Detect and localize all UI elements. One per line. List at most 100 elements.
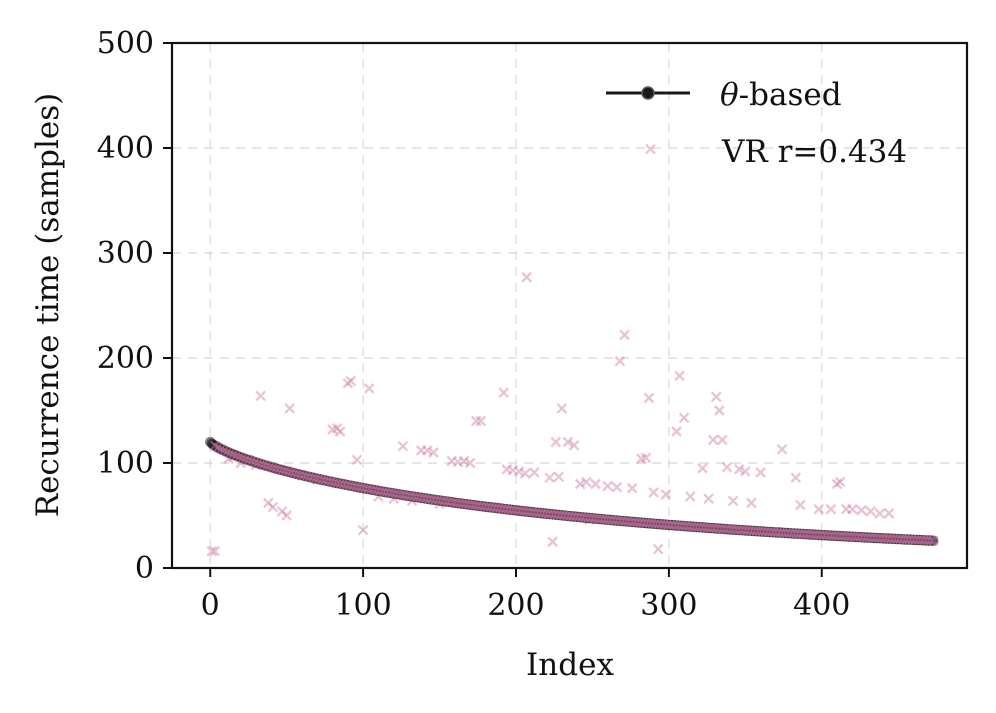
x-tick-label: 400 — [793, 588, 850, 623]
vr-point — [660, 489, 672, 500]
vr-point — [795, 499, 806, 511]
vr-point — [357, 524, 369, 536]
vr-point — [733, 463, 745, 475]
legend-vr-label: VR r=0.434 — [721, 134, 907, 170]
x-tick-label: 0 — [201, 588, 220, 623]
y-axis-label: Recurrence time (samples) — [30, 93, 66, 517]
x-tick-label: 100 — [334, 588, 391, 623]
vr-point — [813, 503, 825, 515]
vr-point — [267, 501, 279, 513]
vr-point — [562, 436, 574, 448]
vr-point — [519, 468, 531, 479]
vr-point — [755, 467, 766, 478]
vr-point — [776, 444, 788, 455]
vr-point — [790, 472, 802, 484]
vr-point — [746, 497, 757, 509]
vr-point — [331, 423, 343, 434]
vr-point — [556, 403, 568, 414]
vr-point — [645, 143, 656, 155]
vr-point — [470, 415, 482, 427]
theta-overlay — [209, 440, 939, 546]
legend-theta-marker — [641, 86, 655, 100]
vr-point — [874, 508, 886, 519]
vr-point — [464, 457, 476, 469]
vr-point — [342, 377, 354, 389]
vr-point — [452, 456, 464, 468]
vr-point — [721, 461, 733, 473]
vr-point — [281, 510, 292, 521]
vr-point — [703, 493, 714, 505]
legend-theta-suffix: -based — [739, 77, 842, 113]
vr-point — [498, 387, 510, 398]
vr-point — [727, 495, 739, 507]
vr-point — [626, 482, 638, 494]
vr-point — [428, 447, 439, 458]
vr-point — [643, 392, 655, 404]
vr-point — [614, 355, 626, 367]
axis-ticks: 0 100 200 300 400 0 100 200 300 400 500 — [97, 26, 851, 623]
vr-point — [263, 497, 274, 509]
plot-background — [172, 43, 967, 568]
vr-point — [674, 370, 685, 382]
x-tick-label: 200 — [487, 588, 544, 623]
vr-point — [458, 455, 470, 467]
vr-point — [422, 445, 433, 456]
vr-point — [678, 412, 690, 424]
vr-point — [717, 434, 728, 446]
vr-point — [553, 471, 565, 482]
vr-point — [521, 271, 533, 283]
vr-point — [710, 391, 722, 403]
vr-point — [507, 465, 519, 476]
vr-point — [544, 472, 555, 484]
vr-point — [619, 329, 630, 341]
vr-point — [574, 478, 586, 490]
vr-point — [284, 403, 296, 414]
vr-point — [640, 452, 652, 464]
vr-point — [602, 480, 614, 492]
vr-point — [697, 462, 708, 474]
legend-theta-label: θ-based — [720, 77, 842, 113]
vr-point — [636, 453, 647, 465]
vr-point — [707, 434, 719, 446]
vr-point — [206, 545, 218, 557]
x-tick-label: 300 — [640, 588, 697, 623]
y-tick-label: 500 — [97, 26, 154, 61]
vr-point — [883, 508, 895, 519]
vr-point — [825, 503, 837, 515]
y-tick-label: 0 — [135, 551, 154, 586]
vr-point — [363, 383, 375, 394]
y-tick-label: 400 — [97, 131, 154, 166]
vr-point — [834, 476, 846, 488]
plot-frame — [170, 41, 969, 570]
y-tick-label: 100 — [97, 446, 154, 481]
vr-point — [590, 478, 601, 490]
vr-point — [209, 545, 221, 557]
vr-point — [840, 503, 852, 515]
vr-point — [611, 481, 623, 493]
vr-point — [446, 455, 458, 467]
x-axis-label: Index — [526, 647, 614, 683]
vr-curve-point — [928, 535, 939, 546]
vr-point — [529, 467, 540, 478]
vr-point — [568, 439, 580, 451]
vr-point — [255, 390, 266, 402]
vr-point — [547, 536, 558, 548]
vr-point — [581, 476, 592, 488]
vr-point — [856, 504, 867, 516]
vr-point — [397, 440, 409, 452]
y-tick-label: 300 — [97, 236, 154, 271]
vr-point — [327, 424, 338, 435]
vr-point — [831, 478, 843, 490]
y-tick-label: 200 — [97, 341, 154, 376]
vr-point — [652, 543, 664, 555]
vr-point — [847, 503, 858, 515]
vr-point — [550, 436, 562, 448]
vr-point — [345, 375, 357, 387]
vr-point — [671, 426, 682, 437]
vr-point — [475, 415, 487, 427]
vr-point — [415, 445, 427, 456]
vr-point — [648, 487, 659, 498]
legend-theta-symbol: θ — [720, 77, 739, 113]
vr-point — [865, 505, 876, 517]
